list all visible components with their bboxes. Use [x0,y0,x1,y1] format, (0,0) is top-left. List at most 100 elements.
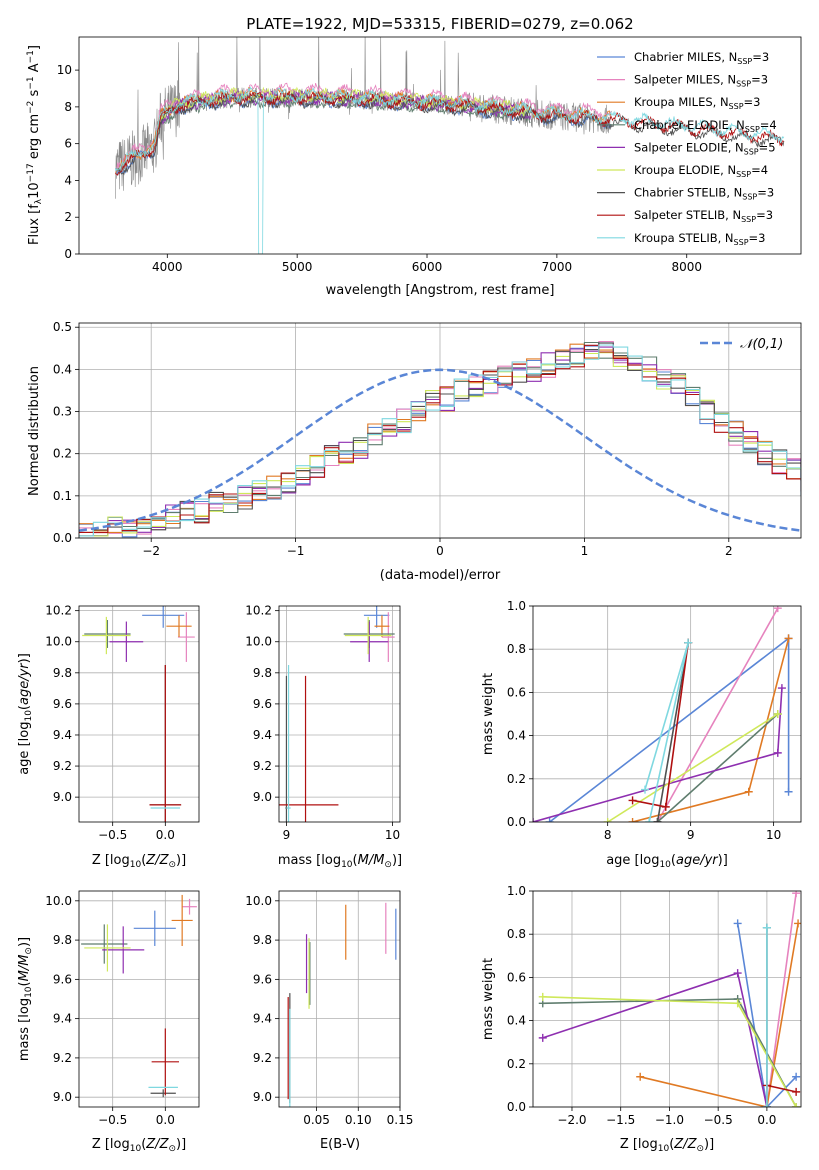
mass-weight-line [656,713,779,822]
x-tick-label: 0.0 [156,828,175,842]
y-tick-label: 10.0 [45,894,72,908]
y-tick-label: 10.2 [245,604,272,618]
residual-histogram [79,346,801,537]
mass-weight-marker [684,638,693,647]
y-tick-label: 0.0 [507,815,526,829]
y-tick-label: 10.0 [45,635,72,649]
x-tick-label: −1.5 [606,1113,635,1127]
y-tick-label: 0.4 [507,729,526,743]
x-tick-label: 10 [766,828,781,842]
spectrum-panel: 4000 5000 6000 7000 8000 0 2 4 6 8 10 Chabrier MIL… [26,36,802,298]
y-tick-label: 0.8 [507,642,526,656]
model-spectrum-line [115,90,785,176]
y-tick-label: 9.8 [253,933,272,947]
y-tick-label: 0.4 [53,362,72,376]
weight-vs-Z-ylabel: mass weight [481,958,496,1040]
legend-label: Kroupa ELODIE, NSSP=4 [634,163,768,179]
y-tick-label: 2 [64,210,72,224]
mass-weight-marker [762,1103,771,1107]
weight-vs-age-ylabel: mass weight [481,673,496,755]
x-tick-label: 0.15 [387,1113,414,1127]
x-tick-label: −2 [142,544,160,558]
mass-vs-Z-panel: −0.5 0.0 9.0 9.2 9.4 9.6 9.8 10.0 Z [log10(Z/Z⊙… [17,890,200,1154]
mass-weight-marker [733,919,742,928]
weight-vs-Z-frame [532,890,802,1108]
figure-title: PLATE=1922, MJD=53315, FIBERID=0279, z=0… [246,15,633,33]
spectrum-ylabel: Flux [fλ10−17 erg cm−2 s−1 A−1] [26,45,44,245]
x-tick-label: 2 [725,544,733,558]
mass-weight-line [533,688,783,822]
mass-weight-marker [744,787,753,796]
residual-histogram [79,344,801,534]
y-tick-label: 9.2 [253,759,272,773]
y-tick-label: 9.2 [53,1051,72,1065]
x-tick-label: 8 [604,828,612,842]
residual-histogram [79,341,801,537]
y-tick-label: 0.3 [53,405,72,419]
mass-weight-marker [653,818,662,822]
mass-weight-marker [733,999,742,1008]
y-tick-label: 9.6 [253,972,272,986]
y-tick-label: 1.0 [507,884,526,898]
y-tick-label: 9.0 [53,790,72,804]
x-tick-label: 1 [581,544,589,558]
y-tick-label: 9.6 [253,697,272,711]
mass-vs-Z-frame [78,890,200,1108]
y-tick-label: 4 [64,173,72,187]
legend-normal-label: 𝒩(0,1) [740,337,783,352]
mass-weight-marker [538,992,547,1001]
x-tick-label: 0.0 [757,1113,776,1127]
y-tick-label: 0.2 [507,1057,526,1071]
mass-weight-marker [538,1033,547,1042]
y-tick-label: 6 [64,137,72,151]
spectrum-xlabel: wavelength [Angstrom, rest frame] [326,283,555,298]
legend-label: Chabrier STELIB, NSSP=3 [634,186,774,202]
mass-vs-Z-xlabel: Z [log10(Z/Z⊙)] [92,1137,186,1154]
y-tick-label: 10.0 [245,894,272,908]
mass-vs-ebv-panel: 0.05 0.10 0.15 9.0 9.2 9.4 9.6 9.8 10.0 E(B-V) [245,890,414,1152]
y-tick-label: 9.0 [253,1090,272,1104]
y-tick-label: 0.6 [507,970,526,984]
mass-weight-marker [636,1072,645,1081]
age-vs-Z-frame [78,605,200,823]
mass-weight-marker [773,748,782,757]
x-tick-label: −0.5 [704,1113,733,1127]
age-vs-mass-frame [278,605,401,823]
mass-weight-marker [545,818,554,822]
age-vs-Z-ylabel: age [log10(age/yr)] [17,653,34,775]
mass-weight-marker [773,710,782,718]
residuals-ylabel: Normed distribution [27,366,42,496]
mass-weight-line [542,972,768,1107]
legend-label: Chabrier ELODIE, NSSP=4 [634,118,777,134]
age-vs-Z-panel: −0.5 0.0 9.0 9.2 9.4 9.6 9.8 10.0 10.2 Z [log10(… [17,604,200,870]
x-tick-label: 7000 [542,260,573,274]
weight-vs-age-panel: 8 9 10 0.0 0.2 0.4 0.6 0.8 1.0 age [log10(age/yr… [481,599,802,870]
mass-weight-line [736,923,797,1107]
y-tick-label: 10.0 [245,635,272,649]
x-tick-label: −0.5 [98,828,127,842]
x-tick-label: −1 [287,544,305,558]
y-tick-label: 0.0 [507,1100,526,1114]
y-tick-label: 9.8 [53,666,72,680]
x-tick-label: −2.0 [557,1113,586,1127]
y-tick-label: 1.0 [507,599,526,613]
y-tick-label: 9.0 [53,1090,72,1104]
mass-weight-marker [733,969,742,978]
mass-weight-marker [645,818,654,822]
x-tick-label: 8000 [671,260,702,274]
y-tick-label: 8 [64,100,72,114]
y-tick-label: 0.1 [53,489,72,503]
x-tick-label: 5000 [282,260,313,274]
mass-vs-ebv-xlabel: E(B-V) [320,1137,360,1152]
y-tick-label: 0.0 [53,531,72,545]
mass-weight-marker [762,923,771,932]
mass-weight-marker [784,634,793,643]
x-tick-label: 0.05 [303,1113,330,1127]
y-tick-label: 9.8 [253,666,272,680]
legend-label: Kroupa STELIB, NSSP=3 [634,231,765,247]
mass-weight-line [766,893,797,1107]
legend-label: Salpeter MILES, NSSP=3 [634,73,768,89]
age-vs-Z-xlabel: Z [log10(Z/Z⊙)] [92,853,186,870]
mass-weight-marker [784,787,793,796]
x-tick-label: 9 [283,828,291,842]
